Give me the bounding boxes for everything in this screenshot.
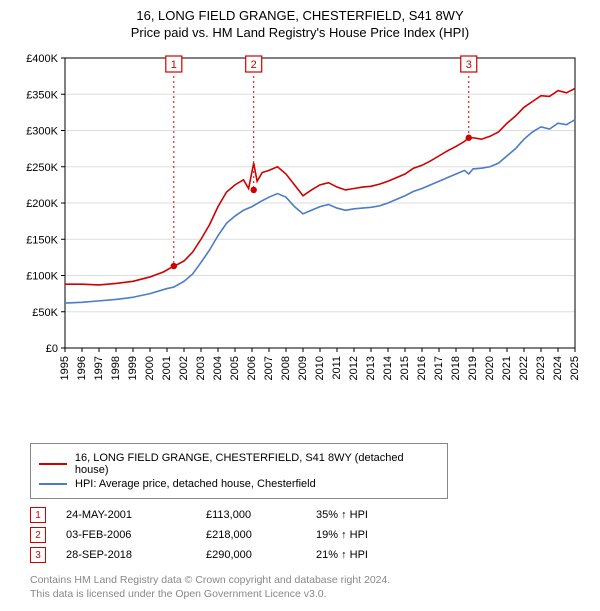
svg-text:2006: 2006: [246, 356, 258, 380]
svg-text:1999: 1999: [127, 356, 139, 380]
svg-text:1997: 1997: [93, 356, 105, 380]
transaction-marker: 1: [30, 507, 46, 523]
svg-text:2007: 2007: [263, 356, 275, 380]
footer-attribution: Contains HM Land Registry data © Crown c…: [30, 573, 580, 601]
legend-swatch: [39, 463, 67, 465]
svg-text:2013: 2013: [365, 356, 377, 380]
svg-text:£400K: £400K: [26, 53, 58, 65]
transaction-date: 24-MAY-2001: [66, 509, 206, 521]
svg-text:2009: 2009: [297, 356, 309, 380]
titles: 16, LONG FIELD GRANGE, CHESTERFIELD, S41…: [0, 0, 600, 40]
svg-text:1: 1: [171, 59, 177, 71]
svg-text:2016: 2016: [416, 356, 428, 380]
chart-svg: £0 £50K £100K £150K £200K £250K £300K £350K £400…: [20, 48, 580, 398]
svg-text:2019: 2019: [467, 356, 479, 380]
svg-text:2025: 2025: [569, 356, 580, 380]
svg-text:2021: 2021: [501, 356, 513, 380]
transaction-price: £290,000: [206, 549, 316, 561]
svg-text:£250K: £250K: [26, 162, 58, 174]
svg-text:£300K: £300K: [26, 126, 58, 138]
svg-text:2008: 2008: [280, 356, 292, 380]
svg-text:£200K: £200K: [26, 198, 58, 210]
transaction-table: 1 24-MAY-2001£113,00035% ↑ HPI 2 03-FEB-200…: [30, 507, 580, 563]
transaction-date: 28-SEP-2018: [66, 549, 206, 561]
svg-text:1998: 1998: [110, 356, 122, 380]
transaction-marker: 3: [30, 547, 46, 563]
footer-line1: Contains HM Land Registry data © Crown c…: [30, 573, 580, 587]
transaction-marker: 2: [30, 527, 46, 543]
legend-label: 16, LONG FIELD GRANGE, CHESTERFIELD, S41…: [75, 452, 439, 476]
legend-label: HPI: Average price, detached house, Ches…: [75, 478, 316, 490]
svg-text:2: 2: [251, 59, 257, 71]
svg-text:£100K: £100K: [26, 271, 58, 283]
svg-text:2017: 2017: [433, 356, 445, 380]
svg-text:2012: 2012: [348, 356, 360, 380]
svg-text:2024: 2024: [552, 356, 564, 380]
svg-text:2004: 2004: [212, 356, 224, 380]
title-subtitle: Price paid vs. HM Land Registry's House …: [0, 25, 600, 40]
svg-text:2020: 2020: [484, 356, 496, 380]
legend: 16, LONG FIELD GRANGE, CHESTERFIELD, S41…: [30, 443, 448, 499]
svg-text:1996: 1996: [76, 356, 88, 380]
svg-text:£350K: £350K: [26, 89, 58, 101]
chart-container: 16, LONG FIELD GRANGE, CHESTERFIELD, S41…: [0, 0, 600, 601]
footer-line2: This data is licensed under the Open Gov…: [30, 587, 580, 601]
svg-text:2005: 2005: [229, 356, 241, 380]
svg-text:2001: 2001: [161, 356, 173, 380]
legend-item: HPI: Average price, detached house, Ches…: [39, 478, 439, 490]
transaction-row: 3 28-SEP-2018£290,00021% ↑ HPI: [30, 547, 580, 563]
svg-text:2003: 2003: [195, 356, 207, 380]
transaction-pct: 21% ↑ HPI: [316, 549, 426, 561]
legend-swatch: [39, 483, 67, 485]
svg-text:2018: 2018: [450, 356, 462, 380]
svg-text:2000: 2000: [144, 356, 156, 380]
svg-text:2011: 2011: [331, 356, 343, 380]
svg-text:2022: 2022: [518, 356, 530, 380]
svg-text:1995: 1995: [59, 356, 71, 380]
chart-area: £0 £50K £100K £150K £200K £250K £300K £350K £400…: [20, 48, 580, 398]
svg-text:2002: 2002: [178, 356, 190, 380]
svg-text:2015: 2015: [399, 356, 411, 380]
title-address: 16, LONG FIELD GRANGE, CHESTERFIELD, S41…: [0, 8, 600, 23]
svg-text:£150K: £150K: [26, 234, 58, 246]
legend-item: 16, LONG FIELD GRANGE, CHESTERFIELD, S41…: [39, 452, 439, 476]
transaction-row: 1 24-MAY-2001£113,00035% ↑ HPI: [30, 507, 580, 523]
transaction-price: £113,000: [206, 509, 316, 521]
svg-text:£0: £0: [46, 343, 58, 355]
svg-text:£50K: £50K: [32, 307, 58, 319]
transaction-pct: 19% ↑ HPI: [316, 529, 426, 541]
svg-text:2023: 2023: [535, 356, 547, 380]
transaction-date: 03-FEB-2006: [66, 529, 206, 541]
transaction-pct: 35% ↑ HPI: [316, 509, 426, 521]
svg-text:2010: 2010: [314, 356, 326, 380]
transaction-row: 2 03-FEB-2006£218,00019% ↑ HPI: [30, 527, 580, 543]
svg-text:3: 3: [466, 59, 472, 71]
transaction-price: £218,000: [206, 529, 316, 541]
svg-text:2014: 2014: [382, 356, 394, 380]
